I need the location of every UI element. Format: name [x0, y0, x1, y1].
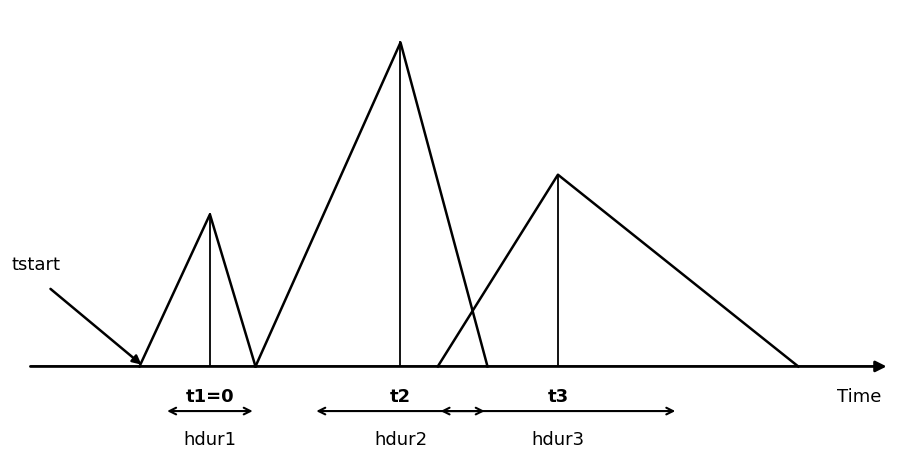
Text: t3: t3: [547, 388, 569, 406]
Text: hdur1: hdur1: [183, 431, 237, 449]
Text: t2: t2: [390, 388, 411, 406]
Text: t1=0: t1=0: [185, 388, 234, 406]
Text: Time: Time: [836, 388, 881, 406]
Text: hdur3: hdur3: [531, 431, 584, 449]
Text: tstart: tstart: [11, 256, 61, 274]
Text: hdur2: hdur2: [374, 431, 427, 449]
